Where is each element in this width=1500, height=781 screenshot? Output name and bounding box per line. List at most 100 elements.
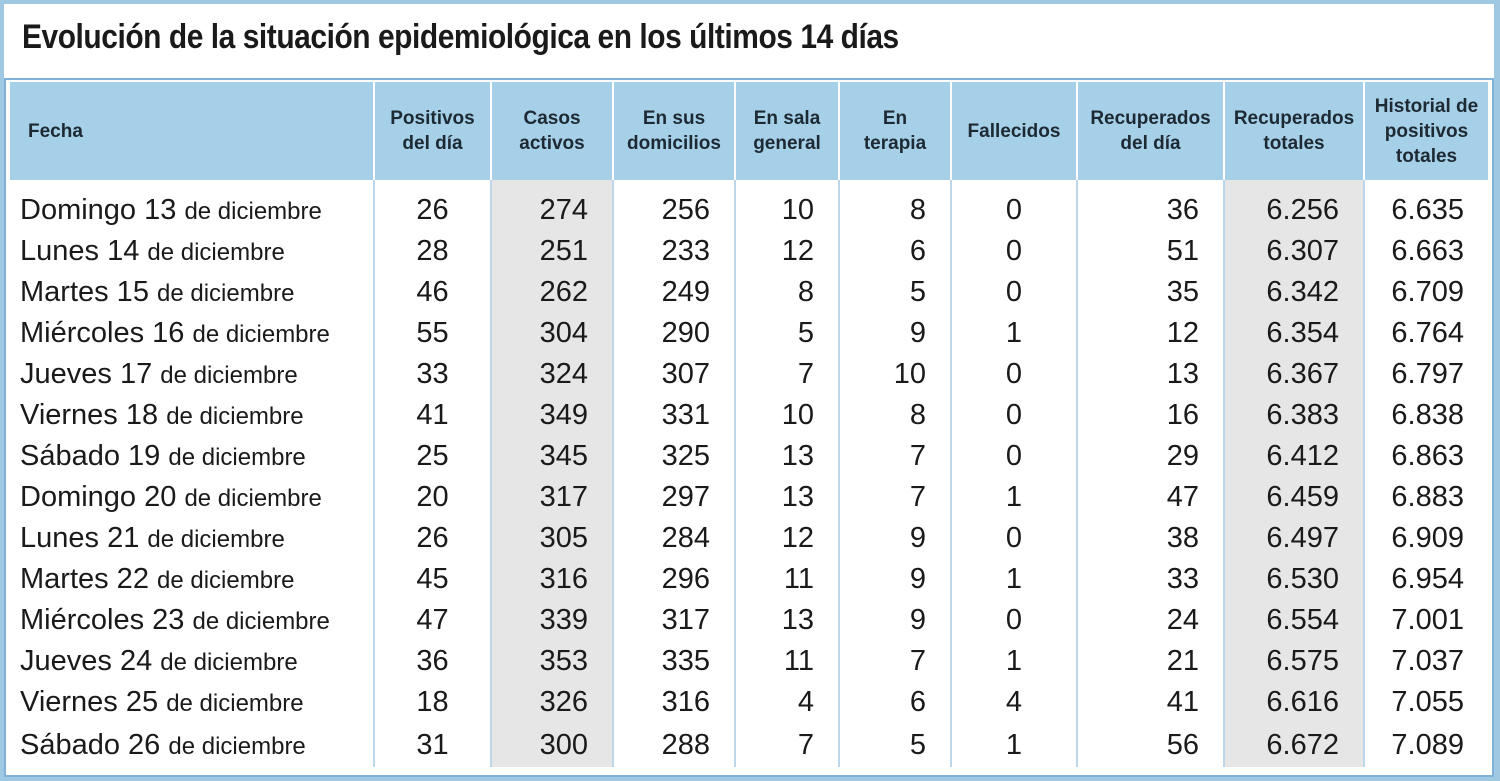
date-day: Domingo 13 (20, 194, 177, 226)
header-row: Fecha Positivos del día Casos activos En sus d… (10, 82, 1488, 180)
terapia-cell: 5 (838, 272, 951, 313)
header-line: totales (1263, 133, 1325, 154)
domicilios-cell: 317 (612, 600, 735, 641)
date-day: Martes 22 (20, 563, 149, 595)
terapia-cell: 7 (838, 436, 951, 477)
table-row: Lunes 21 de diciembre 26 305 284 12 9 0 38 6.497… (10, 518, 1488, 559)
date-cell: Martes 15 de diciembre (10, 272, 374, 313)
casos-activos-cell: 324 (490, 354, 613, 395)
date-cell: Viernes 25 de diciembre (10, 682, 374, 723)
table-row: Miércoles 23 de diciembre 47 339 317 13 9 0 24 6… (10, 600, 1488, 641)
header-line: Recuperados (1090, 108, 1211, 129)
header-line: Fallecidos (967, 120, 1061, 142)
sala-general-cell: 12 (734, 518, 839, 559)
recuperados-dia-cell: 36 (1076, 180, 1224, 231)
positivos-cell: 25 (373, 436, 491, 477)
recuperados-totales-cell: 6.616 (1223, 682, 1364, 723)
domicilios-cell: 316 (612, 682, 735, 723)
domicilios-cell: 256 (612, 180, 735, 231)
recuperados-dia-cell: 12 (1076, 313, 1224, 354)
date-day: Jueves 24 (20, 645, 153, 677)
col-recuperados-del-dia-header: Recuperados del día (1076, 82, 1224, 180)
domicilios-cell: 297 (612, 477, 735, 518)
table-row: Jueves 17 de diciembre 33 324 307 7 10 0 13 6.36… (10, 354, 1488, 395)
sala-general-cell: 4 (734, 682, 839, 723)
header-line: domicilios (627, 133, 721, 154)
col-historial-positivos-totales-header: Historial de positivos totales (1363, 82, 1488, 180)
table-row: Martes 15 de diciembre 46 262 249 8 5 0 35 6.342… (10, 272, 1488, 313)
recuperados-totales-cell: 6.383 (1223, 395, 1364, 436)
date-month: de diciembre (147, 526, 285, 553)
terapia-cell: 5 (838, 723, 951, 767)
casos-activos-cell: 305 (490, 518, 613, 559)
recuperados-totales-cell: 6.307 (1223, 231, 1364, 272)
date-day: Viernes 18 (20, 399, 159, 431)
date-day: Martes 15 (20, 276, 149, 308)
fallecidos-cell: 1 (950, 477, 1077, 518)
header-line: activos (519, 133, 585, 154)
domicilios-cell: 307 (612, 354, 735, 395)
sala-general-cell: 13 (734, 436, 839, 477)
header-line: terapia (863, 133, 927, 154)
sala-general-cell: 7 (734, 723, 839, 767)
fallecidos-cell: 0 (950, 600, 1077, 641)
header-line: Recuperados (1233, 108, 1355, 129)
historial-cell: 6.909 (1363, 518, 1488, 559)
domicilios-cell: 331 (612, 395, 735, 436)
fallecidos-cell: 4 (950, 682, 1077, 723)
historial-cell: 6.635 (1363, 180, 1488, 231)
sala-general-cell: 13 (734, 600, 839, 641)
sala-general-cell: 10 (734, 180, 839, 231)
col-en-sus-domicilios-header: En sus domicilios (612, 82, 735, 180)
col-en-sala-general-header: En sala general (734, 82, 839, 180)
table-row: Martes 22 de diciembre 45 316 296 11 9 1 33 6.53… (10, 559, 1488, 600)
fallecidos-cell: 1 (950, 723, 1077, 767)
col-fallecidos-header: Fallecidos (950, 82, 1077, 180)
recuperados-dia-cell: 21 (1076, 641, 1224, 682)
recuperados-dia-cell: 13 (1076, 354, 1224, 395)
terapia-cell: 9 (838, 518, 951, 559)
date-month: de diciembre (147, 239, 285, 266)
domicilios-cell: 335 (612, 641, 735, 682)
date-month: de diciembre (184, 198, 322, 225)
positivos-cell: 41 (373, 395, 491, 436)
recuperados-totales-cell: 6.459 (1223, 477, 1364, 518)
header-line: del día (1120, 133, 1181, 154)
table-row: Sábado 26 de diciembre 31 300 288 7 5 1 56 6.672… (10, 723, 1488, 767)
table-row: Viernes 18 de diciembre 41 349 331 10 8 0 16 6.3… (10, 395, 1488, 436)
col-casos-activos-header: Casos activos (490, 82, 613, 180)
recuperados-dia-cell: 24 (1076, 600, 1224, 641)
historial-cell: 6.863 (1363, 436, 1488, 477)
col-en-terapia-header: En terapia (838, 82, 951, 180)
casos-activos-cell: 262 (490, 272, 613, 313)
sala-general-cell: 8 (734, 272, 839, 313)
date-month: de diciembre (168, 732, 306, 760)
sala-general-cell: 5 (734, 313, 839, 354)
casos-activos-cell: 326 (490, 682, 613, 723)
positivos-cell: 36 (373, 641, 491, 682)
positivos-cell: 33 (373, 354, 491, 395)
fallecidos-cell: 0 (950, 272, 1077, 313)
header-line: totales (1395, 145, 1458, 167)
domicilios-cell: 296 (612, 559, 735, 600)
terapia-cell: 6 (838, 682, 951, 723)
positivos-cell: 31 (373, 723, 491, 767)
domicilios-cell: 249 (612, 272, 735, 313)
date-day: Jueves 17 (20, 358, 153, 390)
fallecidos-cell: 0 (950, 395, 1077, 436)
recuperados-dia-cell: 16 (1076, 395, 1224, 436)
historial-cell: 6.764 (1363, 313, 1488, 354)
recuperados-totales-cell: 6.575 (1223, 641, 1364, 682)
header-line: Positivos (390, 108, 475, 129)
date-day: Viernes 25 (20, 686, 159, 718)
recuperados-dia-cell: 41 (1076, 682, 1224, 723)
date-month: de diciembre (157, 280, 295, 307)
historial-cell: 7.037 (1363, 641, 1488, 682)
recuperados-totales-cell: 6.256 (1223, 180, 1364, 231)
fallecidos-cell: 1 (950, 641, 1077, 682)
domicilios-cell: 325 (612, 436, 735, 477)
historial-cell: 6.838 (1363, 395, 1488, 436)
header-line: Casos (523, 108, 581, 129)
recuperados-dia-cell: 35 (1076, 272, 1224, 313)
date-month: de diciembre (168, 444, 306, 471)
